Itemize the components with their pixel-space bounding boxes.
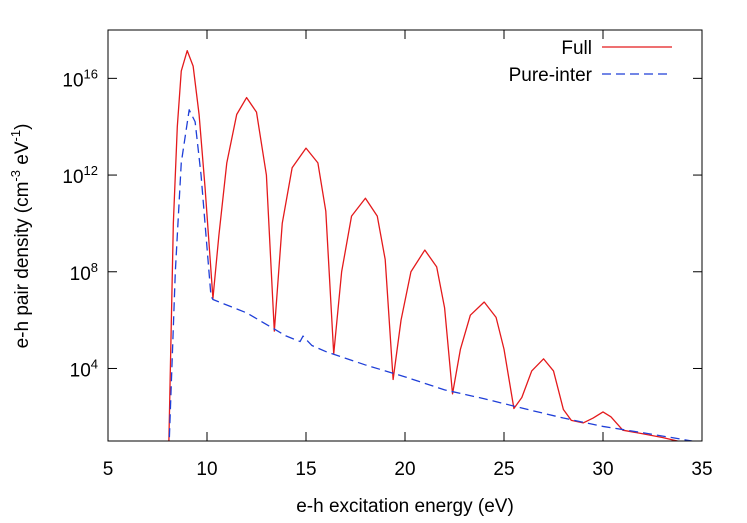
y-axis-label: e-h pair density (cm-3 eV-1) bbox=[8, 124, 33, 349]
x-axis-label: e-h excitation energy (eV) bbox=[296, 496, 514, 517]
x-tick-label: 20 bbox=[394, 459, 415, 480]
y-tick-label: 108 bbox=[70, 260, 98, 285]
series-line bbox=[168, 49, 681, 441]
plot-area bbox=[168, 49, 693, 441]
plot-frame bbox=[107, 29, 703, 442]
x-tick-label: 35 bbox=[691, 459, 712, 480]
y-tick-label: 1016 bbox=[62, 66, 98, 91]
x-tick-label: 5 bbox=[103, 459, 114, 480]
x-tick-label: 10 bbox=[196, 459, 217, 480]
legend-label: Pure-inter bbox=[509, 65, 593, 86]
x-tick-label: 25 bbox=[493, 459, 514, 480]
series-line bbox=[168, 109, 693, 441]
y-tick-label: 104 bbox=[70, 356, 98, 381]
x-tick-label: 30 bbox=[592, 459, 613, 480]
legend-label: Full bbox=[561, 38, 592, 59]
y-tick-label: 1012 bbox=[62, 163, 98, 188]
x-tick-label: 15 bbox=[295, 459, 316, 480]
